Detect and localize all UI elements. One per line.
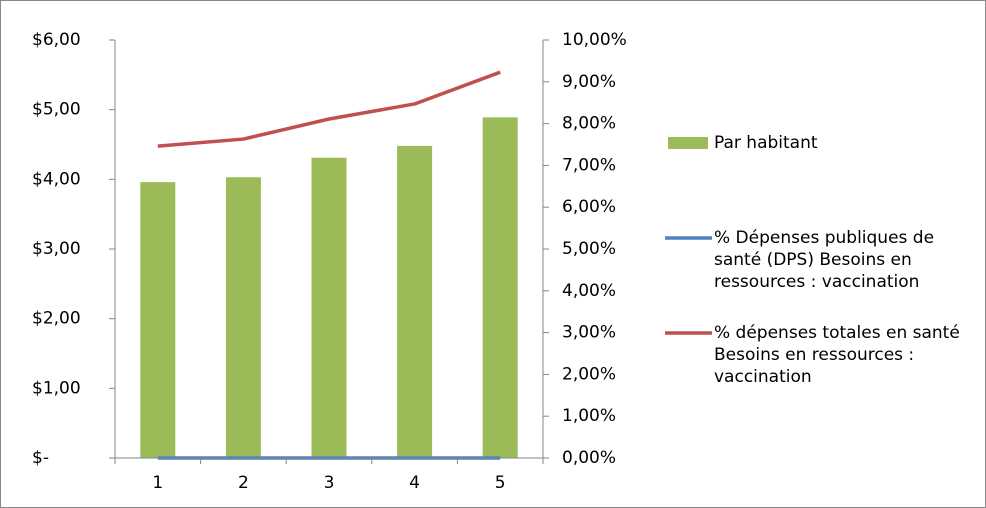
x-tick-label: 2 — [238, 473, 249, 493]
legend-label: Par habitant — [714, 133, 818, 153]
bar — [482, 117, 518, 458]
bar — [397, 145, 433, 459]
y-tick-label: $3,00 — [32, 239, 81, 259]
y2-tick-label: 7,00% — [562, 155, 616, 175]
legend-label: % Dépenses publiques de santé (DPS) Beso… — [714, 228, 935, 292]
line-series — [157, 70, 501, 148]
x-tick-label: 3 — [324, 473, 335, 493]
y2-tick-label: 5,00% — [562, 239, 616, 259]
y-tick-label: $6,00 — [32, 30, 81, 50]
x-tick-label: 4 — [409, 473, 420, 493]
y-tick-label: $- — [32, 448, 49, 468]
y2-tick-label: 1,00% — [562, 406, 616, 426]
y2-tick-label: 9,00% — [562, 72, 616, 92]
bar — [140, 182, 176, 458]
y2-tick-label: 8,00% — [562, 114, 616, 134]
y-tick-label: $5,00 — [32, 100, 81, 120]
y2-tick-label: 0,00% — [562, 448, 616, 468]
y-tick-label: $1,00 — [32, 378, 81, 398]
y2-tick-label: 3,00% — [562, 323, 616, 343]
y2-tick-label: 4,00% — [562, 281, 616, 301]
y-tick-label: $2,00 — [32, 309, 81, 329]
legend-label: % dépenses totales en santé Besoins en r… — [714, 323, 960, 387]
x-tick-label: 5 — [495, 473, 506, 493]
bar — [225, 177, 261, 458]
bar — [311, 157, 347, 458]
y2-tick-label: 10,00% — [562, 30, 627, 50]
y2-tick-label: 2,00% — [562, 364, 616, 384]
y2-tick-label: 6,00% — [562, 197, 616, 217]
y-tick-label: $4,00 — [32, 169, 81, 189]
x-tick-label: 1 — [152, 473, 163, 493]
legend-swatch — [668, 137, 708, 149]
